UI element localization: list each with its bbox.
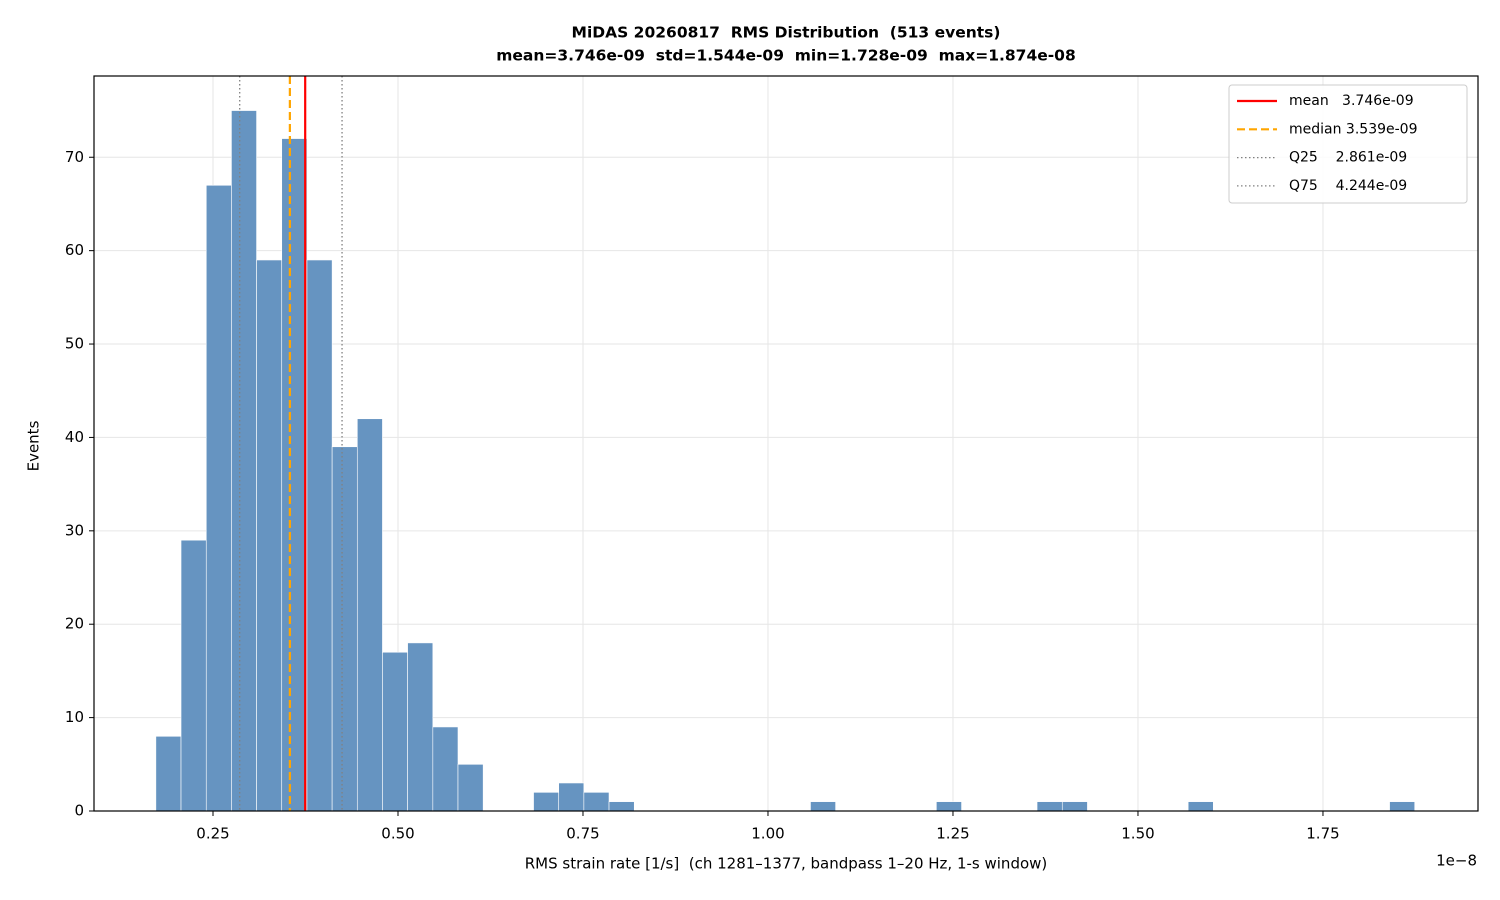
bar — [810, 801, 836, 812]
y-tick-label: 50 — [65, 335, 84, 353]
x-tick-label: 1.00 — [751, 825, 784, 843]
legend-label: Q75 4.244e-09 — [1289, 178, 1407, 194]
bar — [1061, 801, 1088, 812]
legend: mean 3.746e-09 median 3.539e-09 Q25 2.861e… — [1228, 84, 1468, 204]
axes: 0.25 0.50 0.75 1.00 1.25 1.50 1.75 0 10 20 30 40 50 6… — [65, 75, 1479, 843]
bar — [583, 792, 610, 812]
legend-box — [1228, 84, 1468, 204]
bar — [608, 801, 635, 812]
bar — [533, 792, 560, 812]
x-tick-label: 1.50 — [1121, 825, 1154, 843]
y-tick-label: 0 — [74, 802, 84, 820]
axes-frame — [93, 75, 1479, 812]
legend-label: Q25 2.861e-09 — [1289, 150, 1407, 166]
y-tick-label: 70 — [65, 148, 84, 166]
x-tick-label: 0.75 — [566, 825, 599, 843]
bar — [558, 782, 585, 812]
chart-title: MiDAS 20260817 RMS Distribution (513 eve… — [572, 24, 1001, 42]
x-tick-label: 0.50 — [381, 825, 414, 843]
y-tick-label: 30 — [65, 521, 84, 539]
x-tick-label: 0.25 — [196, 825, 229, 843]
bar — [1036, 801, 1063, 812]
legend-label: median 3.539e-09 — [1289, 121, 1418, 137]
bar — [407, 642, 434, 812]
bar — [306, 259, 333, 812]
bar — [281, 138, 308, 812]
legend-label: mean 3.746e-09 — [1289, 93, 1414, 109]
y-tick-label: 20 — [65, 615, 84, 633]
x-axis-label: RMS strain rate [1/s] (ch 1281–1377, ban… — [525, 855, 1048, 873]
bar — [382, 651, 408, 812]
y-tick-label: 10 — [65, 708, 84, 726]
bar — [1187, 801, 1214, 812]
bar — [936, 801, 962, 812]
bar — [180, 539, 207, 812]
bar — [331, 446, 358, 812]
x-tick-label: 1.25 — [936, 825, 969, 843]
bar — [432, 726, 459, 812]
y-axis-label: Events — [25, 420, 43, 471]
bar — [457, 764, 484, 812]
reference-lines — [239, 76, 343, 811]
chart-subtitle: mean=3.746e-09 std=1.544e-09 min=1.728e-… — [496, 47, 1076, 65]
bar — [205, 184, 232, 812]
bar — [256, 259, 283, 812]
y-tick-label: 60 — [65, 241, 84, 259]
bar — [231, 110, 257, 812]
x-offset-label: 1e−8 — [1436, 852, 1477, 870]
bar — [1389, 801, 1416, 812]
bar — [356, 418, 383, 812]
x-tick-label: 1.75 — [1306, 825, 1339, 843]
bar — [155, 735, 182, 812]
bars — [155, 110, 1416, 812]
y-tick-label: 40 — [65, 428, 84, 446]
